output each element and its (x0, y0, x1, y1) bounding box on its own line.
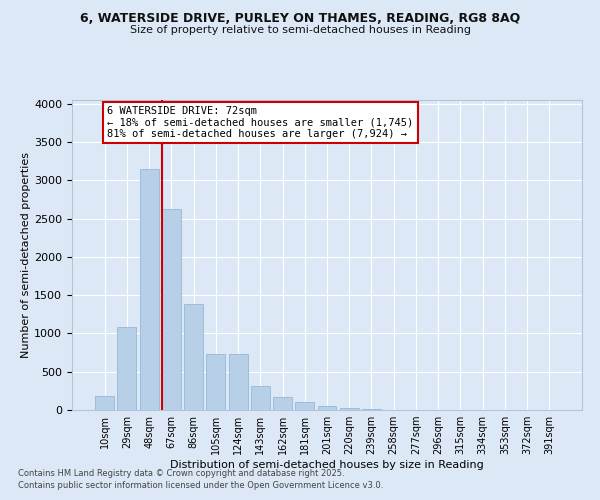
Text: Contains HM Land Registry data © Crown copyright and database right 2025.: Contains HM Land Registry data © Crown c… (18, 468, 344, 477)
Bar (362, 409, 381, 410)
Bar (206, 354, 225, 410)
Bar (118, 326, 136, 410)
Bar (184, 304, 203, 410)
Bar (273, 396, 292, 410)
Text: Size of property relative to semi-detached houses in Reading: Size of property relative to semi-detach… (130, 25, 470, 35)
Bar (340, 408, 359, 410)
Text: 6, WATERSIDE DRIVE, PURLEY ON THAMES, READING, RG8 8AQ: 6, WATERSIDE DRIVE, PURLEY ON THAMES, RE… (80, 12, 520, 26)
Bar (251, 386, 270, 410)
Bar (295, 402, 314, 410)
Text: 6 WATERSIDE DRIVE: 72sqm
← 18% of semi-detached houses are smaller (1,745)
81% o: 6 WATERSIDE DRIVE: 72sqm ← 18% of semi-d… (107, 106, 413, 140)
Bar (229, 354, 248, 410)
X-axis label: Distribution of semi-detached houses by size in Reading: Distribution of semi-detached houses by … (170, 460, 484, 470)
Bar (317, 406, 337, 410)
Bar (95, 396, 114, 410)
Y-axis label: Number of semi-detached properties: Number of semi-detached properties (22, 152, 31, 358)
Text: Contains public sector information licensed under the Open Government Licence v3: Contains public sector information licen… (18, 481, 383, 490)
Bar (140, 169, 158, 410)
Bar (162, 208, 181, 410)
